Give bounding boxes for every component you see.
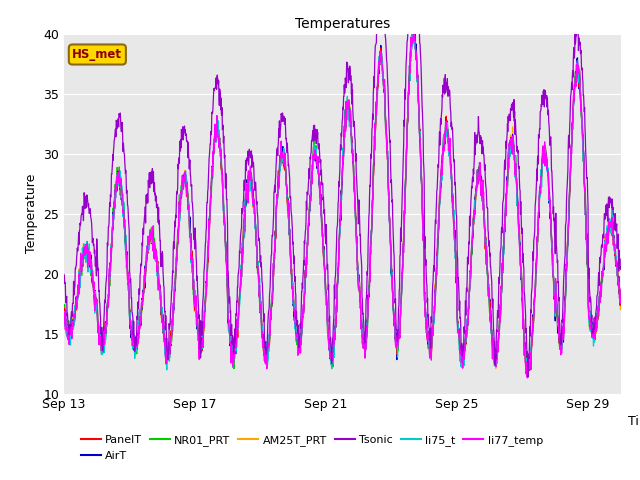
Line: Tsonic: Tsonic [64,0,621,377]
li77_temp [60,326,68,332]
AirT [60,318,68,324]
PanelT [60,314,68,320]
Line: AirT: AirT [64,30,621,372]
PanelT [359,337,367,343]
li75_t [359,333,367,339]
Line: AM25T_PRT: AM25T_PRT [64,27,621,371]
AM25T_PRT [495,333,502,338]
li75_t [76,276,83,282]
NR01_PRT [60,316,68,322]
AM25T_PRT [152,249,159,254]
li77_temp [495,327,502,333]
AM25T_PRT [359,338,367,344]
Line: PanelT: PanelT [64,27,621,371]
PanelT [184,192,191,198]
li75_t [60,318,68,324]
Tsonic [152,198,159,204]
li77_temp [410,26,417,32]
AirT [152,258,159,264]
Tsonic [60,272,68,277]
Tsonic [200,293,207,299]
AirT [617,296,625,301]
NR01_PRT [524,369,531,375]
AM25T_PRT [617,302,625,308]
AM25T_PRT [184,192,191,197]
li75_t [523,370,531,376]
li77_temp [184,199,191,204]
NR01_PRT [359,335,367,341]
AirT [495,334,502,340]
Line: li77_temp: li77_temp [64,29,621,378]
PanelT [200,336,207,342]
Title: Temperatures: Temperatures [295,17,390,31]
li75_t [152,258,159,264]
li77_temp [359,345,367,351]
PanelT [76,281,83,287]
AirT [76,283,83,288]
li75_t [408,23,416,28]
li77_temp [524,375,531,381]
AirT [359,334,367,339]
AM25T_PRT [410,24,418,30]
Tsonic [524,374,532,380]
X-axis label: Time: Time [628,415,640,428]
li75_t [184,194,191,200]
NR01_PRT [617,295,625,300]
Legend: PanelT, AirT, NR01_PRT, AM25T_PRT, Tsonic, li75_t, li77_temp: PanelT, AirT, NR01_PRT, AM25T_PRT, Tsoni… [81,435,543,461]
NR01_PRT [152,246,159,252]
AirT [200,333,207,338]
PanelT [410,24,417,30]
NR01_PRT [76,276,83,282]
li75_t [200,337,207,343]
AirT [184,191,191,196]
Tsonic [495,293,502,299]
NR01_PRT [184,189,191,195]
li75_t [495,335,502,341]
Line: li75_t: li75_t [64,25,621,373]
AirT [410,27,417,33]
Tsonic [76,228,83,233]
li77_temp [617,292,625,298]
Tsonic [617,266,625,272]
Text: HS_met: HS_met [72,48,122,61]
PanelT [526,368,534,373]
Tsonic [184,139,191,144]
NR01_PRT [495,332,502,337]
AM25T_PRT [76,284,83,289]
AM25T_PRT [525,368,532,373]
PanelT [617,302,625,308]
Line: NR01_PRT: NR01_PRT [64,26,621,372]
PanelT [152,246,159,252]
li77_temp [200,345,207,350]
NR01_PRT [200,332,207,338]
AM25T_PRT [60,316,68,322]
Y-axis label: Temperature: Temperature [25,174,38,253]
Tsonic [359,311,367,316]
li77_temp [76,290,83,296]
li75_t [617,300,625,306]
PanelT [495,332,502,338]
li77_temp [152,256,159,262]
AirT [524,370,531,375]
NR01_PRT [410,23,417,29]
AM25T_PRT [200,341,207,347]
